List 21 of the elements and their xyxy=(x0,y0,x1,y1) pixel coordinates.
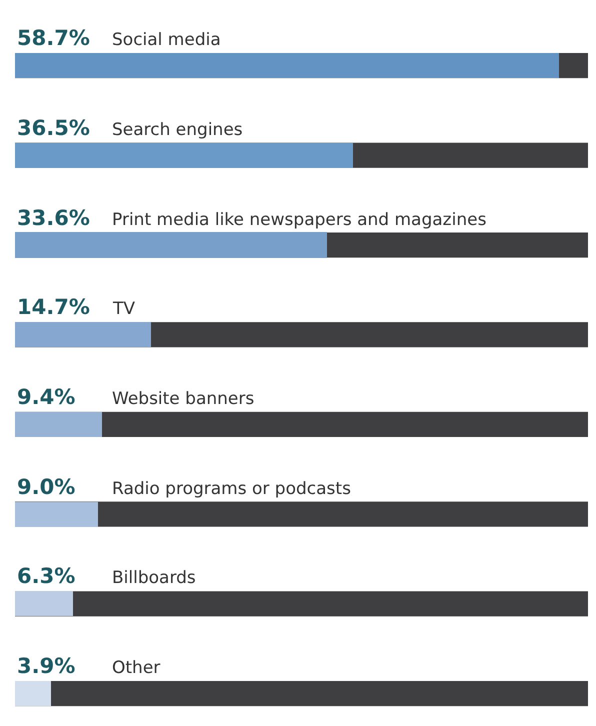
y-tick-label: TV xyxy=(112,299,136,319)
data-label: 36.5% xyxy=(17,116,90,140)
data-label: 9.4% xyxy=(17,385,76,409)
data-label: 6.3% xyxy=(17,564,76,588)
y-tick-label: Other xyxy=(112,658,160,678)
y-tick-label: Search engines xyxy=(112,120,243,140)
bar xyxy=(15,502,98,527)
data-label: 14.7% xyxy=(17,295,90,319)
y-tick-label: Website banners xyxy=(112,389,254,409)
y-tick-label: Radio programs or podcasts xyxy=(112,479,352,499)
y-tick-label: Billboards xyxy=(112,568,196,588)
data-label: 33.6% xyxy=(17,206,90,230)
bar xyxy=(15,412,102,437)
data-label: 3.9% xyxy=(17,654,76,678)
bar xyxy=(15,681,51,706)
bar xyxy=(15,322,151,347)
data-label: 58.7% xyxy=(17,26,90,50)
data-label: 9.0% xyxy=(17,475,76,499)
bar xyxy=(15,591,73,616)
y-tick-label: Social media xyxy=(112,30,221,50)
y-tick-label: Print media like newspapers and magazines xyxy=(112,210,487,230)
